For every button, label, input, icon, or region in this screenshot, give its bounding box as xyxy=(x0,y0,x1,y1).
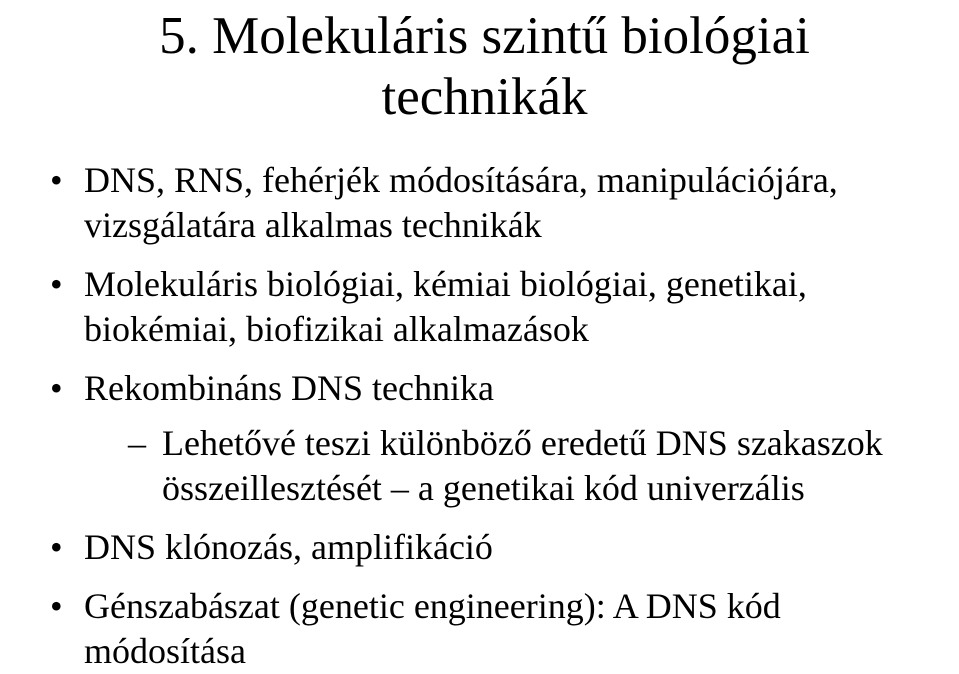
title-line-1: 5. Molekuláris szintű biológiai xyxy=(159,7,810,65)
slide: 5. Molekuláris szintű biológiai techniká… xyxy=(0,0,959,650)
list-item: DNS, RNS, fehérjék módosítására, manipul… xyxy=(50,158,919,248)
list-item-text: DNS klónozás, amplifikáció xyxy=(84,527,493,567)
list-item: DNS klónozás, amplifikáció xyxy=(50,525,919,570)
list-item-text: Rekombináns DNS technika xyxy=(84,368,494,408)
sub-list-item-text: Lehetővé teszi különböző eredetű DNS sza… xyxy=(162,423,883,508)
bullet-list: DNS, RNS, fehérjék módosítására, manipul… xyxy=(50,158,919,674)
title-line-2: technikák xyxy=(381,68,587,126)
list-item-text: Génszabászat (genetic engineering): A DN… xyxy=(84,586,781,671)
list-item: Rekombináns DNS technika Lehetővé teszi … xyxy=(50,366,919,511)
list-item: Molekuláris biológiai, kémiai biológiai,… xyxy=(50,262,919,352)
sub-list-item: Lehetővé teszi különböző eredetű DNS sza… xyxy=(128,421,919,511)
slide-title: 5. Molekuláris szintű biológiai techniká… xyxy=(50,0,919,128)
list-item-text: DNS, RNS, fehérjék módosítására, manipul… xyxy=(84,160,838,245)
list-item: Génszabászat (genetic engineering): A DN… xyxy=(50,584,919,674)
list-item-text: Molekuláris biológiai, kémiai biológiai,… xyxy=(84,264,807,349)
sub-bullet-list: Lehetővé teszi különböző eredetű DNS sza… xyxy=(84,421,919,511)
